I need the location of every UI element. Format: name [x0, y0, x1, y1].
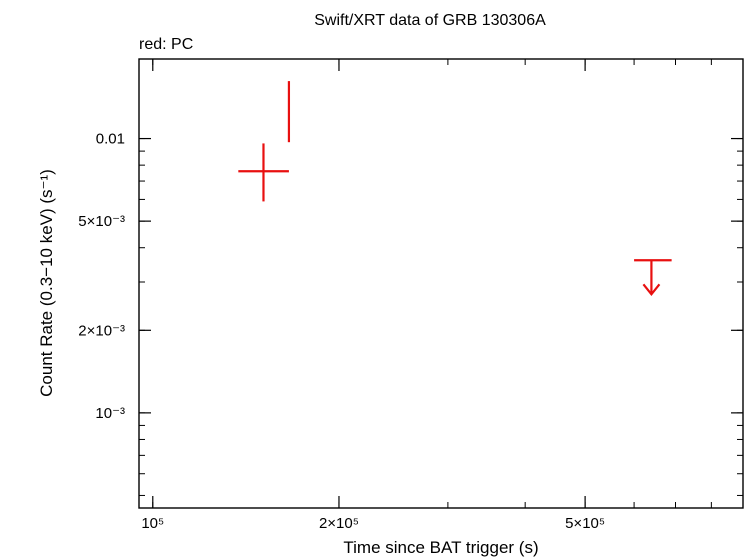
- x-minor-ticks: [152, 59, 744, 508]
- x-axis-label: Time since BAT trigger (s): [343, 538, 538, 557]
- data-points: [238, 81, 672, 297]
- x-tick-label: 2×10⁵: [319, 515, 359, 532]
- y-minor-ticks: [139, 138, 743, 496]
- plot-frame: [138, 58, 744, 509]
- y-tick-label: 2×10⁻³: [78, 322, 125, 339]
- x-tick-label: 5×10⁵: [565, 515, 605, 532]
- chart-title: Swift/XRT data of GRB 130306A: [314, 12, 546, 29]
- x-tick-label: 10⁵: [141, 515, 164, 532]
- y-tick-label: 5×10⁻³: [78, 213, 125, 230]
- data-point: [238, 143, 289, 202]
- y-axis-label: Count Rate (0.3−10 keV) (s⁻¹): [37, 169, 56, 397]
- data-point: [287, 81, 291, 143]
- y-tick-label: 10⁻³: [95, 405, 125, 422]
- y-tick-label: 0.01: [96, 131, 125, 148]
- upper-limit: [634, 259, 672, 297]
- upper-limit-arrow-head: [642, 283, 661, 297]
- y-axis-ticks: 10⁻³ 2×10⁻³ 5×10⁻³ 0.01: [78, 131, 743, 422]
- chart-subtitle: red: PC: [139, 36, 193, 53]
- x-axis-ticks: 10⁵ 2×10⁵ 5×10⁵: [141, 59, 605, 532]
